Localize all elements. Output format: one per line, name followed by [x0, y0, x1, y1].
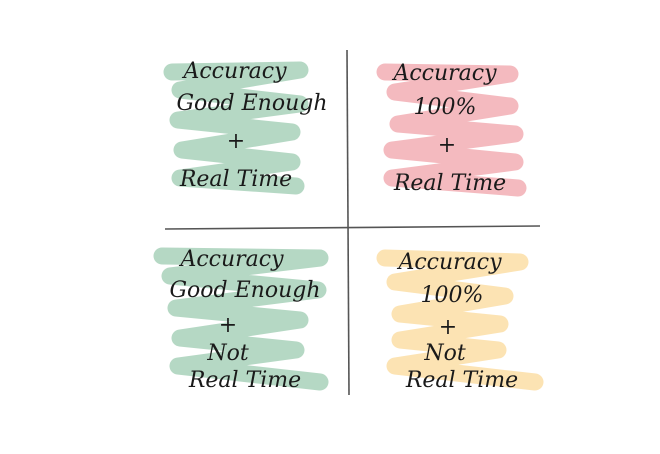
- horizontal-axis: [164, 225, 541, 230]
- quadrant: Accuracy Good Enough + Real Time: [176, 59, 327, 192]
- highlight: [376, 63, 527, 197]
- label: +: [439, 315, 457, 340]
- label: Good Enough: [169, 278, 320, 303]
- highlight: [153, 247, 329, 391]
- quadrant: Accuracy 100% + Not Real Time: [396, 250, 518, 393]
- label: Real Time: [405, 368, 518, 393]
- label: Good Enough: [176, 91, 327, 116]
- label: Accuracy: [181, 59, 287, 84]
- label: Accuracy: [391, 61, 497, 86]
- quadrant: Accuracy Good Enough + Not Real Time: [169, 247, 320, 393]
- label: Not: [423, 341, 465, 366]
- label: +: [438, 133, 456, 158]
- vertical-axis: [346, 49, 350, 396]
- label: Accuracy: [178, 247, 284, 272]
- quadrant: Accuracy 100% + Real Time: [391, 61, 506, 196]
- highlight: [163, 61, 309, 195]
- label: Real Time: [393, 171, 506, 196]
- label: +: [219, 313, 237, 338]
- label: Real Time: [179, 167, 292, 192]
- label: +: [227, 129, 245, 154]
- label: 100%: [421, 283, 484, 308]
- label: Real Time: [188, 368, 301, 393]
- label: Accuracy: [396, 250, 502, 275]
- label: Not: [206, 341, 248, 366]
- highlight: [376, 249, 544, 391]
- label: 100%: [414, 95, 477, 120]
